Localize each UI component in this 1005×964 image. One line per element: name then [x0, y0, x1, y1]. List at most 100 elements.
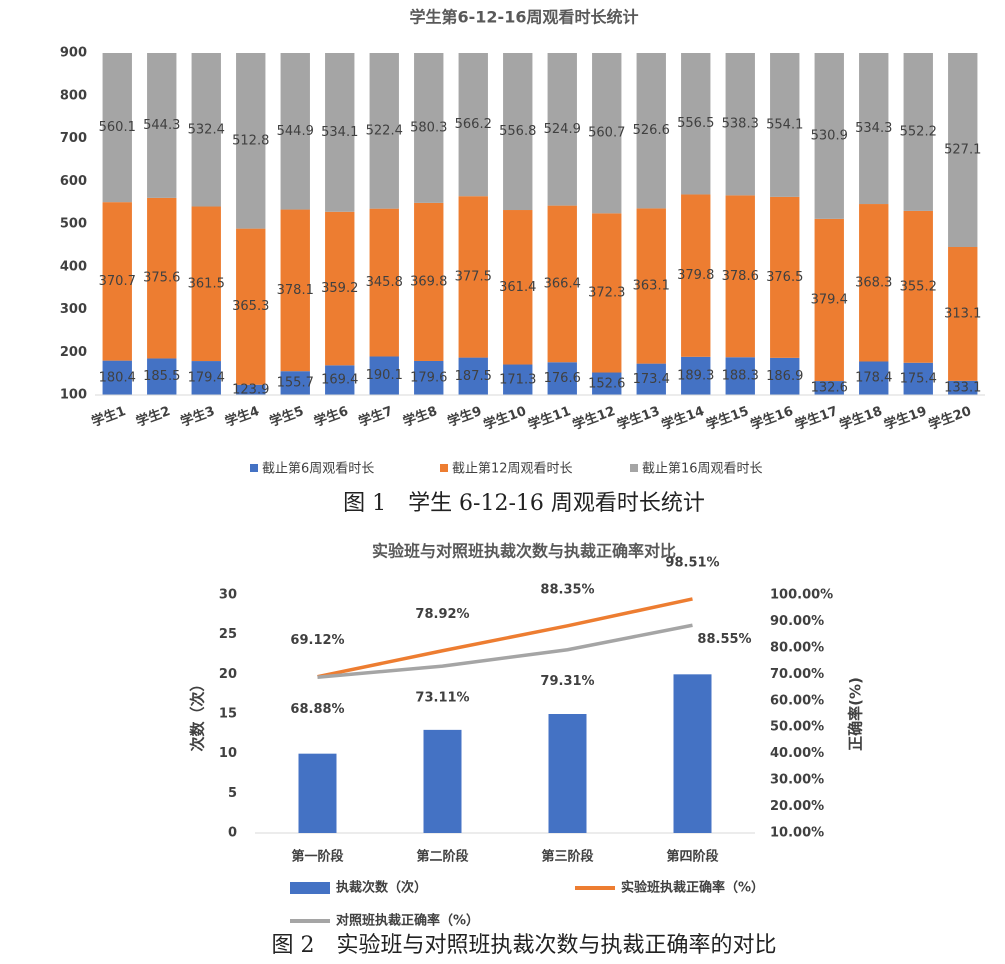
bar-segment: [458, 196, 488, 358]
data-label: 69.12%: [290, 633, 344, 648]
y-tick-label: 10: [219, 746, 237, 761]
bar-segment: [147, 53, 177, 198]
data-label: 132.6: [811, 381, 848, 396]
data-label: 68.88%: [290, 702, 344, 717]
data-label: 313.1: [944, 306, 981, 321]
x-tick-label: 学生12: [570, 403, 617, 433]
bar-segment: [636, 363, 666, 395]
bar-segment: [592, 213, 622, 373]
data-label: 556.8: [499, 124, 536, 139]
data-label: 375.6: [143, 271, 180, 286]
bar-segment: [369, 208, 399, 357]
data-label: 544.3: [143, 118, 180, 133]
y-tick-label: 900: [60, 46, 87, 61]
bar-segment: [770, 196, 800, 358]
legend-label: 执裁次数（次）: [336, 880, 427, 896]
bar-segment: [814, 218, 844, 382]
bar-segment: [814, 53, 844, 219]
chart-title: 学生第6-12-16周观看时长统计: [410, 8, 639, 27]
x-tick-label: 学生10: [481, 403, 528, 433]
x-tick-label: 学生20: [926, 403, 973, 433]
bar-segment: [859, 53, 889, 205]
bar: [298, 753, 337, 833]
x-tick-label: 学生18: [837, 403, 884, 433]
x-tick-label: 学生5: [267, 403, 305, 430]
data-label: 363.1: [633, 279, 670, 294]
data-label: 538.3: [722, 117, 759, 132]
bar-segment: [725, 53, 755, 196]
x-tick-label: 学生15: [704, 403, 751, 433]
data-label: 368.3: [855, 275, 892, 290]
bar-segment: [814, 381, 844, 395]
bar-segment: [458, 53, 488, 197]
data-label: 527.1: [944, 142, 981, 157]
bar-segment: [592, 372, 622, 395]
bar-segment: [503, 53, 533, 211]
bar: [423, 729, 462, 833]
data-label: 189.3: [677, 368, 714, 383]
x-tick-label: 第四阶段: [666, 849, 718, 865]
bar-segment: [547, 205, 577, 363]
bar-segment: [859, 204, 889, 362]
data-label: 566.2: [455, 117, 492, 132]
y2-tick-label: 10.00%: [770, 826, 824, 841]
bar-segment: [414, 53, 444, 203]
bar-segment: [369, 356, 399, 395]
y-tick-label: 700: [60, 131, 87, 146]
data-label: 73.11%: [415, 691, 469, 706]
bar-segment: [102, 202, 132, 361]
data-label: 366.4: [544, 276, 581, 291]
data-label: 173.4: [633, 372, 670, 387]
x-tick-label: 学生19: [882, 403, 929, 433]
x-tick-label: 学生3: [178, 403, 216, 430]
data-label: 544.9: [277, 124, 314, 139]
y-tick-label: 15: [219, 707, 237, 722]
bar-segment: [948, 380, 978, 395]
bar-segment: [770, 357, 800, 395]
x-tick-label: 学生9: [445, 403, 483, 430]
data-label: 361.5: [188, 276, 225, 291]
data-label: 169.4: [321, 373, 358, 388]
data-label: 372.3: [588, 285, 625, 300]
data-label: 171.3: [499, 372, 536, 387]
y2-tick-label: 70.00%: [770, 667, 824, 682]
y-tick-label: 500: [60, 217, 87, 232]
x-tick-label: 学生17: [793, 403, 840, 433]
y2-tick-label: 20.00%: [770, 799, 824, 814]
bar-segment: [503, 364, 533, 395]
y-tick-label: 20: [219, 667, 237, 682]
data-label: 376.5: [766, 270, 803, 285]
data-label: 379.8: [677, 268, 714, 283]
data-label: 378.1: [277, 283, 314, 298]
data-label: 534.1: [321, 125, 358, 140]
data-label: 79.31%: [540, 674, 594, 689]
bar-segment: [725, 195, 755, 358]
legend-swatch: [250, 464, 258, 472]
bar-segment: [191, 53, 221, 207]
data-label: 556.5: [677, 116, 714, 131]
y-tick-label: 5: [228, 786, 237, 801]
y2-tick-label: 100.00%: [770, 588, 833, 603]
bar-segment: [859, 361, 889, 395]
data-label: 526.6: [633, 123, 670, 138]
bar-segment: [280, 209, 310, 372]
x-tick-label: 学生4: [223, 403, 261, 430]
bar: [548, 714, 587, 833]
bar: [673, 674, 712, 833]
data-label: 133.1: [944, 380, 981, 395]
x-tick-label: 学生7: [356, 403, 394, 430]
data-label: 88.55%: [697, 632, 751, 647]
x-tick-label: 第二阶段: [416, 849, 468, 865]
data-label: 369.8: [410, 274, 447, 289]
y-tick-label: 800: [60, 88, 87, 103]
data-label: 345.8: [366, 275, 403, 290]
data-label: 359.2: [321, 281, 358, 296]
data-label: 361.4: [499, 280, 536, 295]
x-tick-label: 第三阶段: [541, 849, 593, 865]
data-label: 185.5: [143, 369, 180, 384]
bar-segment: [280, 371, 310, 395]
y2-tick-label: 40.00%: [770, 746, 824, 761]
y-tick-label: 600: [60, 174, 87, 189]
bar-segment: [592, 53, 622, 214]
